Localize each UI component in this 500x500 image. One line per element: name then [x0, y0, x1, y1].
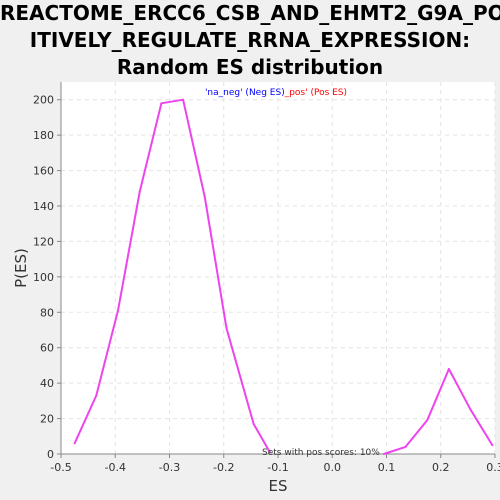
y-axis-label: P(ES) [12, 248, 30, 288]
legend-pos-label: pos' (Pos ES) [289, 88, 347, 98]
data-point [447, 367, 450, 370]
data-point [252, 422, 255, 425]
x-tick-label: -0.3 [159, 461, 180, 474]
y-tick-label: 120 [33, 235, 54, 248]
y-tick-label: 200 [33, 94, 54, 107]
legend-neg-label: 'na_neg' (Neg ES) [205, 88, 285, 98]
x-tick-label: -0.4 [105, 461, 126, 474]
x-ticks: -0.5 -0.4 -0.3 -0.2 -0.1 0.0 0.1 0.2 0.3 [50, 454, 500, 474]
y-tick-label: 100 [33, 271, 54, 284]
legend: 'na_neg' (Neg ES)_pos' (Pos ES) [205, 88, 347, 98]
x-tick-label: 0.3 [486, 461, 500, 474]
y-tick-label: 180 [33, 129, 54, 142]
y-tick-label: 60 [40, 342, 54, 355]
legend-separator: _ [284, 88, 290, 98]
series-line-2 [383, 368, 494, 455]
data-point [404, 445, 407, 448]
y-tick-label: 140 [33, 200, 54, 213]
series-group [73, 98, 494, 455]
y-tick-label: 0 [47, 448, 54, 461]
data-point [182, 98, 185, 101]
chart-title: REACTOME_ERCC6_CSB_AND_EHMT2_G9A_POS ITI… [0, 0, 500, 81]
series-line-1 [73, 98, 271, 453]
x-tick-label: 0.1 [378, 461, 396, 474]
y-tick-label: 20 [40, 413, 54, 426]
data-point [426, 419, 429, 422]
x-axis-label: ES [269, 477, 288, 495]
data-point [160, 102, 163, 105]
x-tick-label: -0.2 [213, 461, 234, 474]
data-point [95, 394, 98, 397]
data-point [382, 453, 385, 455]
chart-title-line-3: Random ES distribution [116, 55, 384, 79]
y-tick-label: 40 [40, 377, 54, 390]
data-point [73, 442, 76, 445]
data-point [268, 451, 271, 454]
data-point [225, 327, 228, 330]
y-ticks: 0 20 40 60 80 100 120 140 160 180 200 [33, 94, 61, 461]
x-tick-label: 0.0 [324, 461, 342, 474]
data-point [138, 190, 141, 193]
x-tick-label: -0.5 [50, 461, 71, 474]
data-point [491, 444, 494, 447]
y-tick-label: 80 [40, 306, 54, 319]
grid-lines [60, 82, 496, 455]
data-point [203, 196, 206, 199]
data-point [116, 309, 119, 312]
chart-title-line-1: REACTOME_ERCC6_CSB_AND_EHMT2_G9A_POS [0, 1, 500, 25]
y-tick-label: 160 [33, 165, 54, 178]
chart-title-line-2: ITIVELY_REGULATE_RRNA_EXPRESSION: [29, 28, 471, 52]
data-point [469, 408, 472, 411]
x-tick-label: 0.2 [432, 461, 450, 474]
pos-scores-annotation: Sets with pos scores: 10% [262, 448, 380, 458]
x-tick-label: -0.1 [267, 461, 288, 474]
